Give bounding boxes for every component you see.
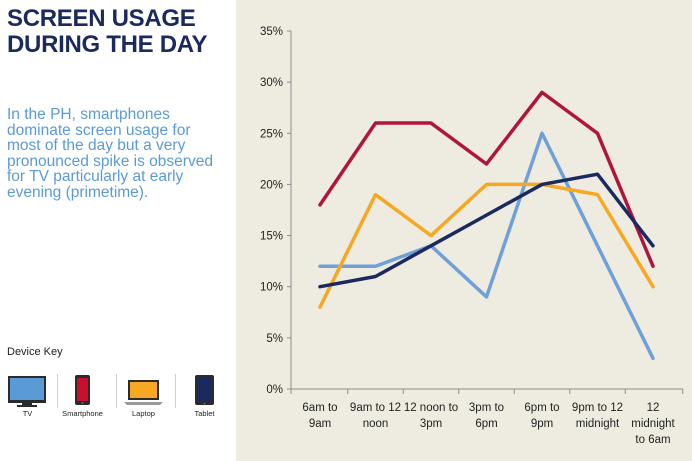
series-line-tablet — [318, 172, 655, 289]
x-tick-label: 6pm to 9pm — [524, 402, 559, 430]
tv-icon — [8, 376, 46, 407]
device-smartphone: Smartphone — [55, 372, 110, 432]
device-tv: TV — [0, 372, 55, 432]
x-tick-label: 12 noon to 3pm — [404, 402, 458, 430]
device-key-title: Device Key — [7, 346, 63, 358]
y-tick-label: 25% — [260, 128, 283, 140]
description-line: In the PH, smartphones — [7, 106, 170, 123]
description-line: dominate screen usage for — [7, 121, 191, 139]
title-line-2: DURING THE DAY — [7, 31, 208, 58]
title-line-1: SCREEN USAGE — [7, 5, 196, 32]
x-tick-label: 9am to 12 noon — [350, 402, 401, 430]
x-tick-label: 12 midnight to 6am — [631, 402, 675, 446]
x-tick-label: 6am to 9am — [302, 402, 337, 430]
smartphone-icon — [75, 375, 90, 405]
page-title: SCREEN USAGE DURING THE DAY — [7, 6, 232, 58]
series-line-tv — [318, 131, 655, 361]
x-tick-label: 3pm to 6pm — [469, 402, 504, 430]
x-tick-label: 9pm to 12 midnight — [572, 402, 623, 430]
series-lines — [318, 90, 655, 361]
laptop-icon — [124, 380, 163, 405]
line-chart: 0% 5% 10% 15% 20% 25% 30% 35% 6am to 9am 9am to 1… — [260, 26, 684, 446]
y-tick-label: 15% — [260, 231, 283, 243]
device-divider — [57, 374, 58, 408]
device-label-laptop: Laptop — [132, 409, 155, 418]
y-tick-label: 20% — [260, 179, 283, 191]
device-divider — [175, 374, 176, 408]
y-tick-label: 10% — [260, 282, 283, 294]
tablet-icon — [195, 375, 214, 405]
chart-panel: 0% 5% 10% 15% 20% 25% 30% 35% 6am to 9am 9am to 1… — [236, 0, 692, 461]
series-line-smartphone — [318, 90, 655, 269]
y-tick-label: 5% — [266, 333, 283, 345]
device-label-smartphone: Smartphone — [62, 409, 103, 418]
y-tick-label: 30% — [260, 77, 283, 89]
device-key: TV Smartphone Laptop Tablet — [0, 372, 232, 432]
description-line: pronounced spike is observed — [7, 152, 213, 170]
device-divider — [116, 374, 117, 408]
y-tick-label: 0% — [266, 384, 283, 396]
y-tick-label: 35% — [260, 26, 283, 38]
series-line-laptop — [318, 182, 655, 309]
device-label-tablet: Tablet — [194, 409, 215, 418]
device-label-tv: TV — [22, 409, 33, 418]
device-laptop: Laptop — [116, 372, 171, 432]
device-tablet: Tablet — [177, 372, 232, 432]
description-line: most of the day but a very — [7, 137, 186, 154]
description-text: In the PH, smartphones dominate screen u… — [7, 107, 232, 200]
description-line: for TV particularly at early — [7, 168, 184, 185]
description-line: evening (primetime). — [7, 183, 149, 201]
y-axis: 0% 5% 10% 15% 20% 25% 30% 35% — [260, 26, 292, 396]
